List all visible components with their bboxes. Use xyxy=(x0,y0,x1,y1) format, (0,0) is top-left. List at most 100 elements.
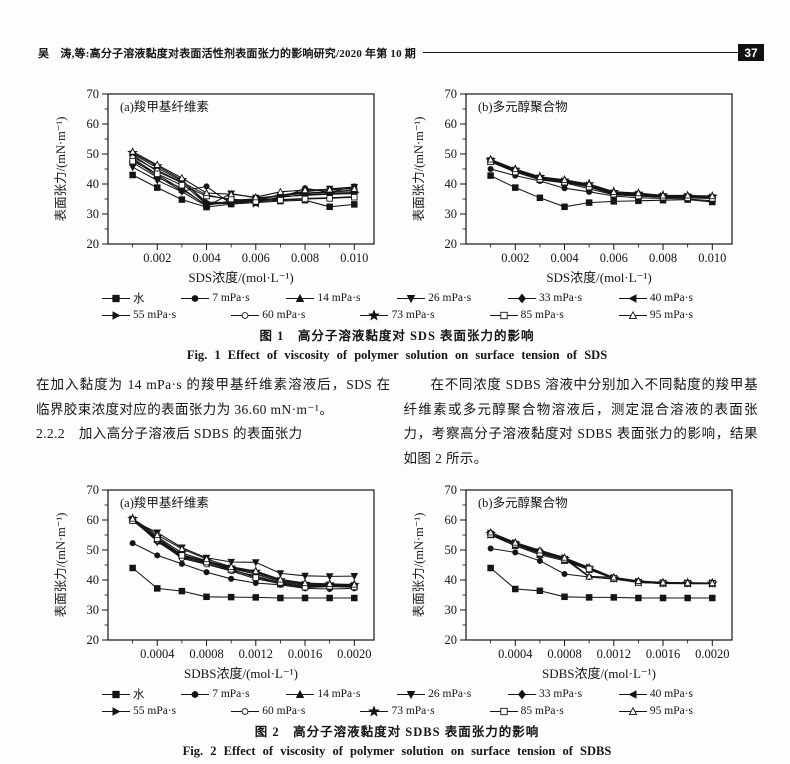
legend-label: 26 mPa·s xyxy=(428,292,472,304)
series-95 mPa·s xyxy=(486,528,717,587)
svg-text:40: 40 xyxy=(445,177,458,191)
legend-item: 95 mPa·s xyxy=(618,705,693,717)
legend-label: 85 mPa·s xyxy=(520,705,564,717)
axes: 20 30 40 50 60 70 0.002 0.004 0.006 0.008 0.010 xyxy=(87,87,375,265)
series-7 mPa·s xyxy=(487,545,716,587)
x-axis-label: SDBS浓度/(mol·L⁻¹) xyxy=(542,666,656,681)
svg-text:70: 70 xyxy=(445,88,458,101)
legend-item: 7 mPa·s xyxy=(180,686,250,702)
svg-text:0.006: 0.006 xyxy=(242,251,270,265)
legend-label: 33 mPa·s xyxy=(539,292,583,304)
svg-text:40: 40 xyxy=(87,573,100,587)
series-60 mPa·s xyxy=(487,529,716,587)
svg-text:0.0020: 0.0020 xyxy=(337,647,371,661)
legend-marker-triangle-up-icon xyxy=(286,293,315,302)
legend-marker-triangle-up-open-icon xyxy=(618,310,647,319)
legend-label: 60 mPa·s xyxy=(262,705,306,717)
svg-text:60: 60 xyxy=(445,513,458,527)
legend-marker-triangle-left-icon xyxy=(618,689,647,699)
svg-text:0.0012: 0.0012 xyxy=(597,647,631,661)
chart-fig1b: 20 30 40 50 60 70 0.002 0.004 0.006 0.008 0.010 (b)… xyxy=(410,87,742,286)
svg-text:70: 70 xyxy=(87,88,100,101)
svg-text:20: 20 xyxy=(445,633,458,647)
section-heading: 2.2.2 加入高分子溶液后 SDBS 的表面张力 xyxy=(36,426,303,441)
svg-text:50: 50 xyxy=(87,147,100,161)
legend-item: 26 mPa·s xyxy=(396,686,471,702)
left-column: 在加入黏度为 14 mPa·s 的羧甲基纤维素溶液后，SDS 在临界胶束浓度对应… xyxy=(36,373,391,471)
legend-label: 水 xyxy=(133,689,145,701)
svg-text:40: 40 xyxy=(87,177,100,191)
legend-marker-square-icon xyxy=(102,690,130,698)
series-95 mPa·s xyxy=(128,514,359,588)
legend-marker-triangle-up-icon xyxy=(286,689,315,698)
series-水 xyxy=(487,172,716,211)
subplot-title: (a)羧甲基纤维素 xyxy=(120,495,209,510)
svg-text:30: 30 xyxy=(445,207,458,221)
svg-text:0.008: 0.008 xyxy=(291,251,319,265)
chart-canvas: 20 30 40 50 60 70 0.0004 0.0008 0.0012 0.0016 0.00… xyxy=(411,483,733,681)
legend-marker-square-open-icon xyxy=(489,311,518,319)
series-95 mPa·s xyxy=(128,147,359,201)
legend-row: 水 7 mPa·s 14 mPa·s 26 mPa·s 33 mPa·s 40 mPa·s xyxy=(101,290,693,306)
legend-marker-triangle-down-icon xyxy=(397,294,426,303)
figure-1-caption-zh: 图 1 高分子溶液黏度对 SDS 表面张力的影响 xyxy=(259,329,535,343)
series-40 mPa·s xyxy=(486,157,716,202)
figure-1-charts: 20 30 40 50 60 70 0.002 0.004 0.006 0.008 0.010 (a)… xyxy=(52,87,742,286)
subplot-title: (a)羧甲基纤维素 xyxy=(120,99,209,114)
legend-row: 55 mPa·s 60 mPa·s 73 mPa·s 85 mPa·s 95 mPa·s xyxy=(101,309,693,321)
legend-marker-circle-open-icon xyxy=(231,707,260,715)
svg-text:0.006: 0.006 xyxy=(600,251,628,265)
chart-fig2b: 20 30 40 50 60 70 0.0004 0.0008 0.0012 0.0016 0.00… xyxy=(410,483,742,682)
legend-marker-star-icon xyxy=(360,705,389,717)
svg-text:0.0016: 0.0016 xyxy=(646,647,680,661)
chart-canvas: 20 30 40 50 60 70 0.002 0.004 0.006 0.008 0.010 (a)… xyxy=(53,87,375,285)
series-水 xyxy=(129,564,358,602)
series-85 mPa·s xyxy=(129,517,358,591)
series-95 mPa·s xyxy=(486,155,717,200)
svg-text:40: 40 xyxy=(445,573,458,587)
y-axis-label: 表面张力/(mN·m⁻¹) xyxy=(53,117,68,222)
legend-marker-circle-icon xyxy=(181,294,210,302)
axes: 20 30 40 50 60 70 0.0004 0.0008 0.0012 0.0016 0.00… xyxy=(87,483,375,661)
series-60 mPa·s xyxy=(129,517,358,591)
legend-marker-square-open-icon xyxy=(489,707,518,715)
series-26 mPa·s xyxy=(486,157,717,202)
series-73 mPa·s xyxy=(127,513,360,590)
header-rule xyxy=(422,52,738,53)
legend-item: 水 xyxy=(101,686,145,702)
svg-text:0.0008: 0.0008 xyxy=(189,647,223,661)
legend-item: 33 mPa·s xyxy=(507,686,582,702)
svg-text:0.0016: 0.0016 xyxy=(288,647,322,661)
running-header: 吴 涛,等:高分子溶液黏度对表面活性剂表面张力的影响研究/2020 年第 10 … xyxy=(38,44,764,61)
legend-label: 26 mPa·s xyxy=(428,688,472,700)
legend-item: 73 mPa·s xyxy=(359,309,435,321)
legend-item: 60 mPa·s xyxy=(230,705,305,717)
svg-text:30: 30 xyxy=(87,207,100,221)
svg-text:70: 70 xyxy=(87,484,100,497)
right-column: 在不同浓度 SDBS 溶液中分别加入不同黏度的羧甲基纤维素或多元醇聚合物溶液后，… xyxy=(404,373,759,471)
legend-label: 7 mPa·s xyxy=(212,688,250,700)
svg-text:0.0012: 0.0012 xyxy=(239,647,273,661)
series-55 mPa·s xyxy=(129,515,359,590)
legend-marker-triangle-down-icon xyxy=(397,690,426,699)
legend-item: 73 mPa·s xyxy=(359,705,435,717)
x-axis-label: SDS浓度/(mol·L⁻¹) xyxy=(546,270,651,285)
legend-item: 40 mPa·s xyxy=(618,686,693,702)
legend-label: 55 mPa·s xyxy=(133,309,177,321)
body-text: 在加入黏度为 14 mPa·s 的羧甲基纤维素溶液后，SDS 在临界胶束浓度对应… xyxy=(36,373,758,471)
svg-text:50: 50 xyxy=(445,147,458,161)
legend-label: 73 mPa·s xyxy=(391,309,435,321)
figure-1-block: 20 30 40 50 60 70 0.002 0.004 0.006 0.008 0.010 (a)… xyxy=(52,87,742,363)
svg-text:60: 60 xyxy=(87,117,100,131)
running-title: 吴 涛,等:高分子溶液黏度对表面活性剂表面张力的影响研究/2020 年第 10 … xyxy=(38,47,416,60)
legend-row: 55 mPa·s 60 mPa·s 73 mPa·s 85 mPa·s 95 mPa·s xyxy=(101,705,693,717)
series-33 mPa·s xyxy=(129,515,358,590)
legend-label: 14 mPa·s xyxy=(317,688,361,700)
legend-marker-star-icon xyxy=(360,309,389,321)
svg-text:60: 60 xyxy=(445,117,458,131)
series-水 xyxy=(487,564,716,602)
legend-item: 14 mPa·s xyxy=(285,686,360,702)
svg-text:0.0020: 0.0020 xyxy=(695,647,729,661)
legend-label: 水 xyxy=(133,293,145,305)
legend-label: 85 mPa·s xyxy=(520,309,564,321)
